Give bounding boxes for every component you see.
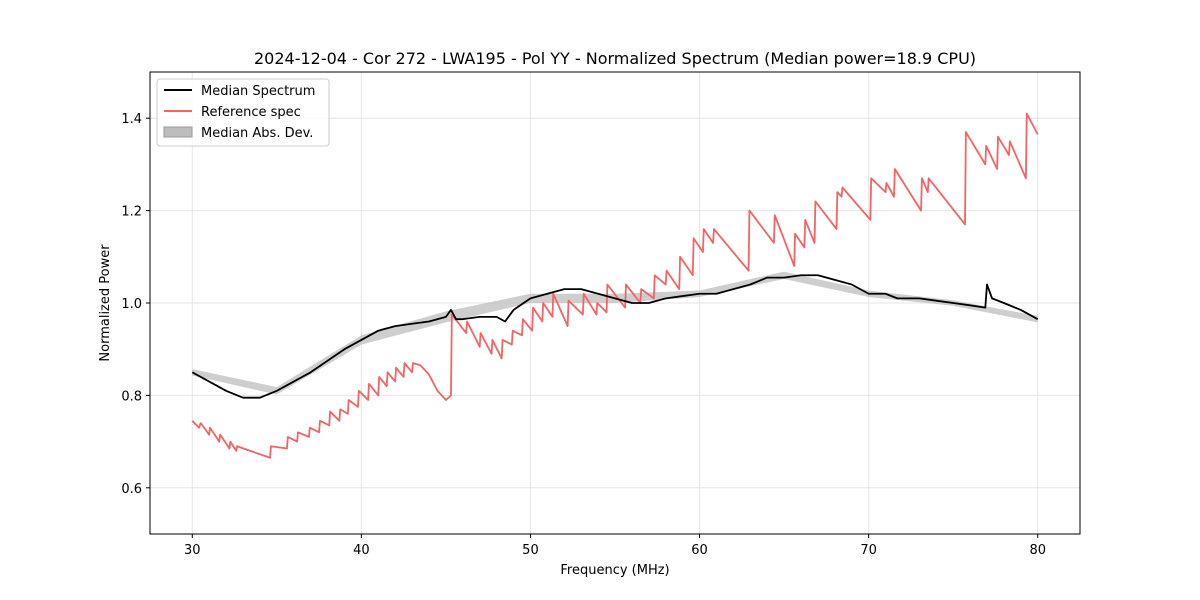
- y-tick-label: 1.0: [121, 297, 142, 312]
- legend-reference-label: Reference spec: [201, 105, 301, 120]
- mad-band: [192, 271, 1038, 395]
- reference-spec-line: [191, 112, 1039, 459]
- axis-ticks: 30 40 50 60 70 80 0.6 0.8 1.0 1.2 1.4: [121, 112, 1046, 558]
- y-tick-label: 0.8: [121, 389, 142, 404]
- x-axis-label: Frequency (MHz): [560, 563, 669, 578]
- y-axis-label: Normalized Power: [98, 244, 113, 362]
- legend-box: [156, 78, 330, 147]
- y-tick-label: 0.6: [121, 482, 142, 497]
- legend-mad-label: Median Abs. Dev.: [201, 126, 313, 141]
- x-tick-label: 70: [860, 543, 877, 558]
- x-tick-label: 50: [522, 543, 539, 558]
- median-spectrum-line: [191, 274, 1039, 399]
- legend: Median Spectrum Reference spec Median Ab…: [156, 78, 330, 147]
- plot-area: [191, 112, 1039, 459]
- legend-median-label: Median Spectrum: [201, 84, 315, 99]
- x-tick-label: 40: [353, 543, 370, 558]
- chart-title: 2024-12-04 - Cor 272 - LWA195 - Pol YY -…: [254, 49, 976, 68]
- x-tick-label: 60: [691, 543, 708, 558]
- y-tick-label: 1.4: [121, 112, 142, 127]
- x-tick-label: 30: [184, 543, 201, 558]
- x-tick-label: 80: [1029, 543, 1046, 558]
- y-tick-label: 1.2: [121, 205, 142, 220]
- legend-mad-swatch: [163, 126, 193, 138]
